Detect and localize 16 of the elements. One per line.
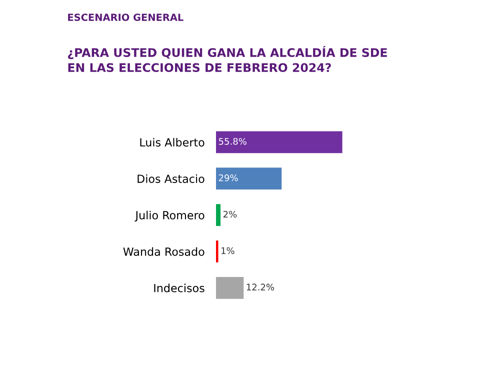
y-tick-label: Indecisos	[154, 284, 204, 292]
data-label: 1%	[222, 247, 234, 254]
data-label: 55.8%	[218, 138, 246, 145]
data-label: 2%	[223, 210, 237, 218]
bar	[216, 168, 282, 190]
chart-subtitle: ¿PARA USTED QUIEN GANA LA ALCALDÍA DE SDE EN LAS ELECCIONES DE FEBRERO 2024?	[68, 46, 387, 72]
data-label: 29%	[218, 174, 238, 182]
bar	[216, 131, 342, 154]
bar	[216, 276, 244, 299]
bar	[216, 204, 221, 226]
data-label: 12.2%	[246, 284, 274, 291]
y-tick-label: Wanda Rosado	[123, 247, 204, 256]
y-tick-label: Julio Romero	[134, 210, 204, 222]
y-tick-label: Luis Alberto	[140, 138, 204, 147]
text: ESCENARIO GENERAL	[68, 14, 184, 21]
y-tick-label: Dios Astacio	[138, 174, 204, 183]
